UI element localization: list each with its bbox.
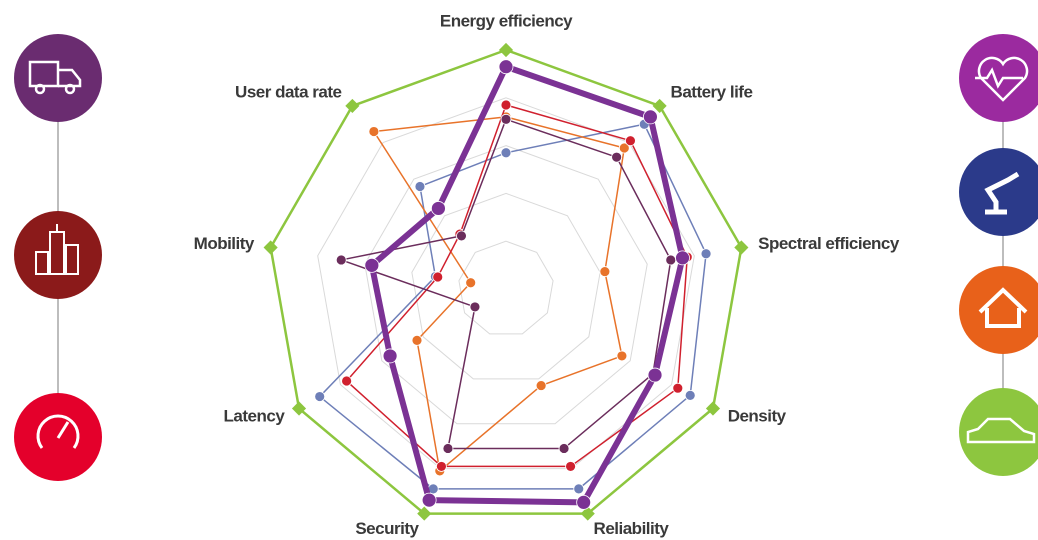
axis-label: Spectral efficiency: [758, 234, 900, 253]
series-marker: [335, 254, 347, 266]
series-marker: [643, 109, 658, 125]
series-marker: [436, 461, 447, 472]
axis-label: Reliability: [594, 519, 670, 538]
series-marker: [565, 461, 576, 472]
series-marker: [675, 250, 690, 266]
series-marker: [341, 375, 353, 387]
series-marker: [364, 257, 380, 273]
series-marker: [576, 494, 592, 510]
series-marker: [368, 126, 380, 137]
axis-label: Battery life: [671, 82, 753, 101]
series-marker: [414, 181, 426, 192]
series-line: [345, 104, 688, 468]
series-line: [340, 118, 672, 450]
grid-ring: [364, 145, 648, 425]
series-marker: [500, 147, 512, 159]
series-marker: [263, 240, 278, 255]
series-marker: [432, 271, 444, 283]
series-marker: [498, 59, 514, 75]
series-marker: [535, 380, 547, 391]
series-marker: [618, 142, 630, 154]
axis-label: Energy efficiency: [440, 11, 573, 30]
series-marker: [652, 98, 667, 113]
series-marker: [469, 301, 481, 313]
series-marker: [705, 401, 721, 416]
axis-label: Density: [728, 406, 787, 425]
series-marker: [672, 382, 684, 394]
series-marker: [421, 492, 437, 508]
series-marker: [382, 348, 398, 364]
series-marker: [700, 248, 712, 260]
left-icons: [14, 34, 102, 481]
axis-label: Latency: [224, 406, 286, 425]
series-line: [269, 48, 743, 515]
series-marker: [625, 135, 636, 147]
series-marker: [647, 367, 663, 383]
right-icons: [959, 34, 1038, 476]
series-marker: [599, 266, 611, 277]
series-marker: [465, 277, 477, 289]
series-marker: [573, 483, 585, 495]
series-marker: [431, 201, 446, 216]
series-marker: [500, 113, 512, 125]
series-marker: [665, 254, 677, 266]
axis-label: Security: [355, 519, 419, 538]
grid-ring: [317, 97, 695, 470]
series-marker: [417, 506, 432, 521]
series-marker: [314, 391, 326, 402]
grid-ring: [411, 192, 601, 380]
grid-ring: [458, 240, 554, 335]
series-line: [318, 123, 707, 490]
series-marker: [558, 443, 570, 454]
series-line: [368, 63, 686, 506]
series-line: [373, 116, 626, 472]
series-marker: [442, 443, 454, 454]
axis-label: User data rate: [235, 82, 341, 101]
series-marker: [684, 389, 696, 401]
series-marker: [345, 98, 360, 113]
radar-plot: Energy efficiency Battery life Spectral ef…: [194, 11, 901, 538]
series-marker: [456, 230, 467, 242]
series-marker: [498, 42, 514, 58]
series-marker: [734, 240, 749, 255]
axis-label: Mobility: [194, 234, 255, 253]
series-marker: [611, 151, 623, 163]
series-marker: [291, 401, 307, 416]
series-marker: [500, 99, 512, 111]
series-marker: [616, 350, 628, 362]
series-marker: [411, 334, 423, 346]
series-marker: [580, 506, 595, 521]
